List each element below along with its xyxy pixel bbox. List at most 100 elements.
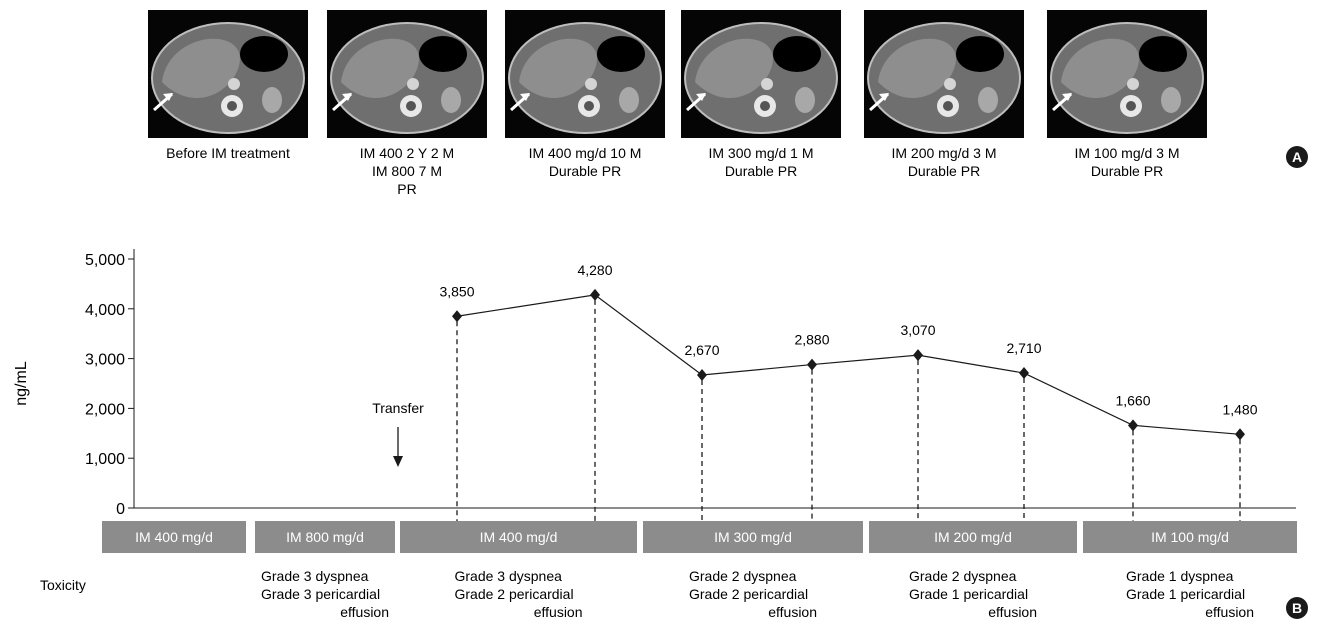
- dose-bar-label: IM 800 mg/d: [286, 529, 364, 545]
- kidney: [262, 87, 282, 113]
- scan-caption: IM 400 mg/d 10 M: [529, 145, 642, 161]
- stomach-gas: [419, 36, 467, 72]
- scan-caption: IM 400 2 Y 2 M: [360, 145, 454, 161]
- dose-bar: [102, 521, 246, 553]
- ct-scan-image: [327, 10, 487, 138]
- scan-caption: IM 800 7 M: [372, 163, 442, 179]
- stomach-gas: [956, 36, 1004, 72]
- spinal-canal: [943, 101, 953, 111]
- data-point-marker: [913, 349, 923, 362]
- lesion-arrowhead: [342, 93, 352, 101]
- kidney: [441, 87, 461, 113]
- data-label: 2,880: [794, 332, 829, 348]
- data-label: 1,660: [1115, 392, 1150, 408]
- toxicity-text: Grade 2 pericardial: [689, 586, 808, 602]
- dose-bar: [255, 521, 395, 553]
- data-label: 1,480: [1222, 401, 1257, 417]
- spinal-canal: [584, 101, 594, 111]
- y-axis-label: ng/mL: [13, 361, 30, 406]
- liver-shape: [519, 38, 597, 99]
- lesion-arrowhead: [163, 93, 173, 101]
- scan-caption: Durable PR: [1091, 163, 1163, 179]
- toxicity-text: Grade 1 pericardial: [1126, 586, 1245, 602]
- y-tick-label: 3,000: [85, 352, 125, 369]
- aorta: [1127, 78, 1139, 90]
- data-label: 3,070: [900, 322, 935, 338]
- liver-shape: [878, 38, 956, 99]
- toxicity-text: Grade 2 dyspnea: [689, 568, 797, 584]
- data-label: 2,670: [684, 342, 719, 358]
- toxicity-text: Grade 2 pericardial: [455, 586, 574, 602]
- panel-b: 0 1,000 2,000 3,000 4,000 5,000 ng/mL 3,850 4,28…: [13, 249, 1308, 620]
- data-point-marker: [452, 310, 462, 323]
- scan-caption: Before IM treatment: [166, 145, 290, 161]
- data-point-marker: [590, 288, 600, 301]
- dose-bar-label: IM 400 mg/d: [135, 529, 213, 545]
- ct-scan-image: [1047, 10, 1207, 138]
- dose-bar-label: IM 300 mg/d: [714, 529, 792, 545]
- y-tick-label: 1,000: [85, 451, 125, 468]
- panel-a-label-badge: [1286, 146, 1308, 168]
- stomach-gas: [597, 36, 645, 72]
- data-point-marker: [1019, 367, 1029, 380]
- toxicity-text: Grade 2 dyspnea: [909, 568, 1017, 584]
- data-label: 2,710: [1006, 340, 1041, 356]
- toxicity-text: Grade 3 pericardial: [261, 586, 380, 602]
- scan-caption: Durable PR: [725, 163, 797, 179]
- ct-scan-image: [505, 10, 665, 138]
- toxicity-text: Grade 3 dyspnea: [261, 568, 369, 584]
- data-point-marker: [807, 358, 817, 371]
- lesion-arrowhead: [696, 93, 706, 101]
- lesion-arrowhead: [1062, 93, 1072, 101]
- scan-caption: Durable PR: [549, 163, 621, 179]
- dose-bar-label: IM 400 mg/d: [480, 529, 558, 545]
- kidney: [978, 87, 998, 113]
- toxicity-label: Toxicity: [40, 577, 86, 593]
- ct-scan-image: [148, 10, 308, 138]
- ct-scan-image: [864, 10, 1024, 138]
- liver-shape: [1061, 38, 1139, 99]
- dose-bar: [643, 521, 863, 553]
- spinal-canal: [1126, 101, 1136, 111]
- aorta: [228, 78, 240, 90]
- aorta: [761, 78, 773, 90]
- dose-bar: [869, 521, 1077, 553]
- data-point-marker: [1235, 428, 1245, 441]
- spinal-canal: [760, 101, 770, 111]
- y-tick-label: 0: [116, 501, 125, 518]
- stomach-gas: [240, 36, 288, 72]
- toxicity-text: effusion: [768, 604, 817, 620]
- spinal-canal: [406, 101, 416, 111]
- panel-a-label: A: [1292, 149, 1302, 165]
- toxicity-text: effusion: [340, 604, 389, 620]
- dose-bar-label: IM 100 mg/d: [1151, 529, 1229, 545]
- lesion-arrowhead: [520, 93, 530, 101]
- series-line: [456, 294, 1241, 435]
- toxicity-text: Grade 1 dyspnea: [1126, 568, 1234, 584]
- scan-caption: PR: [397, 181, 416, 197]
- ct-scan-image: [681, 10, 841, 138]
- kidney: [795, 87, 815, 113]
- stomach-gas: [773, 36, 821, 72]
- y-tick-label: 5,000: [85, 252, 125, 269]
- liver-shape: [341, 38, 419, 99]
- y-tick-label: 4,000: [85, 302, 125, 319]
- liver-shape: [695, 38, 773, 99]
- data-label: 4,280: [577, 262, 612, 278]
- toxicity-text: Grade 3 dyspnea: [455, 568, 563, 584]
- stomach-gas: [1139, 36, 1187, 72]
- data-label: 3,850: [439, 283, 474, 299]
- transfer-arrowhead: [393, 456, 403, 467]
- kidney: [619, 87, 639, 113]
- liver-shape: [162, 38, 240, 99]
- lesion-arrowhead: [879, 93, 889, 101]
- dose-bar: [400, 521, 637, 553]
- toxicity-text: Grade 1 pericardial: [909, 586, 1028, 602]
- spinal-canal: [227, 101, 237, 111]
- toxicity-text: effusion: [534, 604, 583, 620]
- aorta: [944, 78, 956, 90]
- panel-a: Before IM treatment IM 400 2 Y 2 M IM 800 …: [148, 10, 1308, 197]
- scan-caption: IM 100 mg/d 3 M: [1074, 145, 1179, 161]
- aorta: [407, 78, 419, 90]
- kidney: [1161, 87, 1181, 113]
